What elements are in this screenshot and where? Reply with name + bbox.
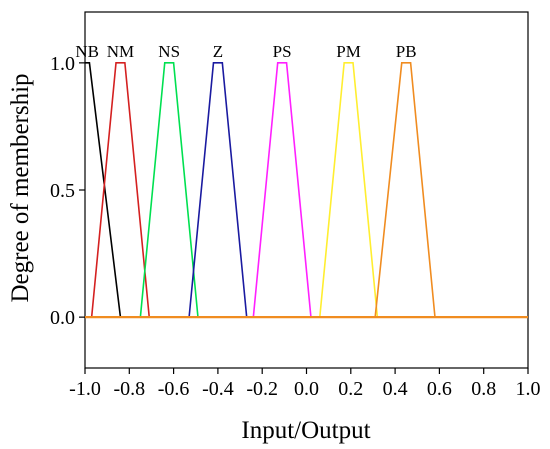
series-line-ps [252,62,312,318]
x-tick-label: -0.6 [158,378,190,400]
x-tick-label: 0.0 [294,378,319,400]
membership-labels: NB NM NS Z PS PM PB [75,42,416,61]
y-axis-label: Degree of membership [7,73,34,302]
series-line-pb [374,62,436,318]
x-tick-label: -0.2 [246,378,278,400]
x-tick-label: 0.4 [383,378,408,400]
x-tick-label: 1.0 [516,378,541,400]
series-label-pb: PB [396,42,417,61]
series-line-z [188,62,248,318]
y-axis: 0.0 0.5 1.0 [50,53,85,329]
series-label-z: Z [213,42,223,61]
y-tick-label: 1.0 [50,53,75,75]
plot-frame [84,11,529,369]
y-tick-label: 0.5 [50,180,75,202]
x-axis: -1.0 -0.8 -0.6 -0.4 -0.2 0.0 0.2 0.4 0.6 0.8 1.0 [69,368,541,400]
x-tick-label: -0.8 [113,378,145,400]
series-label-nb: NB [75,42,99,61]
series-label-ps: PS [273,42,292,61]
series-group [85,62,528,319]
x-tick-label: -1.0 [69,378,101,400]
series-label-ns: NS [158,42,180,61]
series-line-pm [318,62,379,318]
series-line-ns [139,62,199,318]
x-tick-label: -0.4 [202,378,234,400]
series-line-nb [85,62,122,318]
x-tick-label: 0.2 [338,378,363,400]
plot-area [84,11,529,369]
series-label-pm: PM [336,42,361,61]
y-tick-label: 0.0 [50,307,75,329]
x-tick-label: 0.6 [427,378,452,400]
x-axis-label: Input/Output [241,417,370,444]
series-line-nm [90,62,151,318]
series-label-nm: NM [107,42,134,61]
x-tick-label: 0.8 [471,378,496,400]
